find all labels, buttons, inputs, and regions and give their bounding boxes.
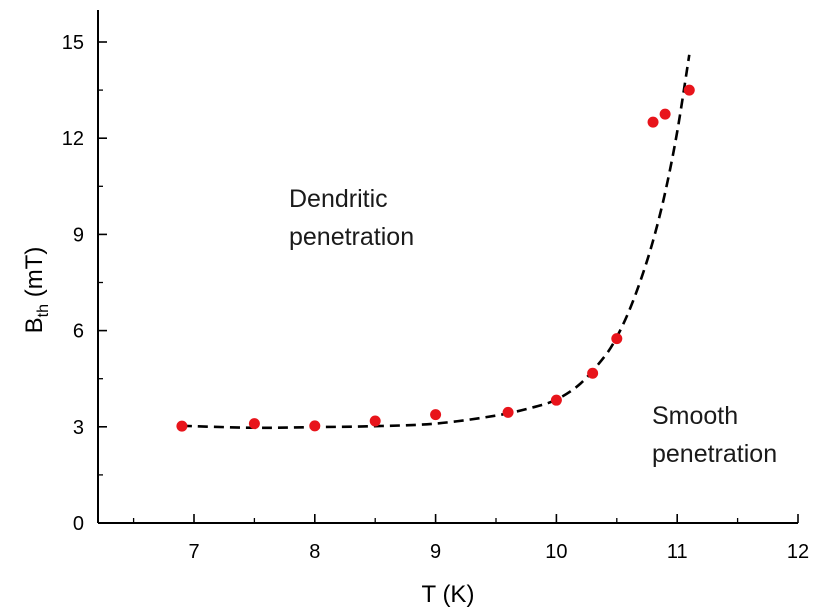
data-point xyxy=(430,409,442,421)
y-tick-label: 15 xyxy=(62,32,84,54)
axes xyxy=(97,10,798,524)
annotation-smooth: Smooth penetration xyxy=(652,402,777,468)
fit-curve xyxy=(181,54,691,430)
data-point xyxy=(611,333,623,345)
y-tick-label: 9 xyxy=(73,224,84,246)
y-axis-title: Bth (mT) xyxy=(21,247,52,334)
x-tick-label: 11 xyxy=(667,541,688,563)
data-point xyxy=(683,84,695,96)
x-ticks: 7 8 9 10 11 12 xyxy=(132,514,809,563)
x-axis-title: T (K) xyxy=(422,581,475,608)
y-axis-title-sub: th xyxy=(35,304,52,317)
x-tick-label: 9 xyxy=(430,541,441,563)
data-point xyxy=(647,116,659,128)
y-tick-label: 12 xyxy=(62,128,84,150)
x-tick-label: 8 xyxy=(309,541,320,563)
data-point xyxy=(550,394,562,406)
y-tick-label: 6 xyxy=(73,321,84,343)
data-point xyxy=(176,420,188,432)
data-points xyxy=(176,84,695,432)
data-point xyxy=(309,420,321,432)
data-point xyxy=(659,108,671,120)
data-point xyxy=(369,415,381,427)
annotation-dendritic: Dendritic penetration xyxy=(289,185,414,251)
data-point xyxy=(587,367,599,379)
y-axis-title-main: B xyxy=(21,317,48,333)
y-ticks: 0 3 6 9 12 15 xyxy=(62,32,107,535)
y-tick-label: 0 xyxy=(73,513,84,535)
x-tick-label: 7 xyxy=(188,541,199,563)
x-tick-label: 12 xyxy=(787,541,809,563)
x-tick-label: 10 xyxy=(545,541,567,563)
data-point xyxy=(502,406,514,418)
y-tick-label: 3 xyxy=(73,417,84,439)
data-point xyxy=(248,418,260,430)
y-axis-title-unit: (mT) xyxy=(21,247,48,304)
